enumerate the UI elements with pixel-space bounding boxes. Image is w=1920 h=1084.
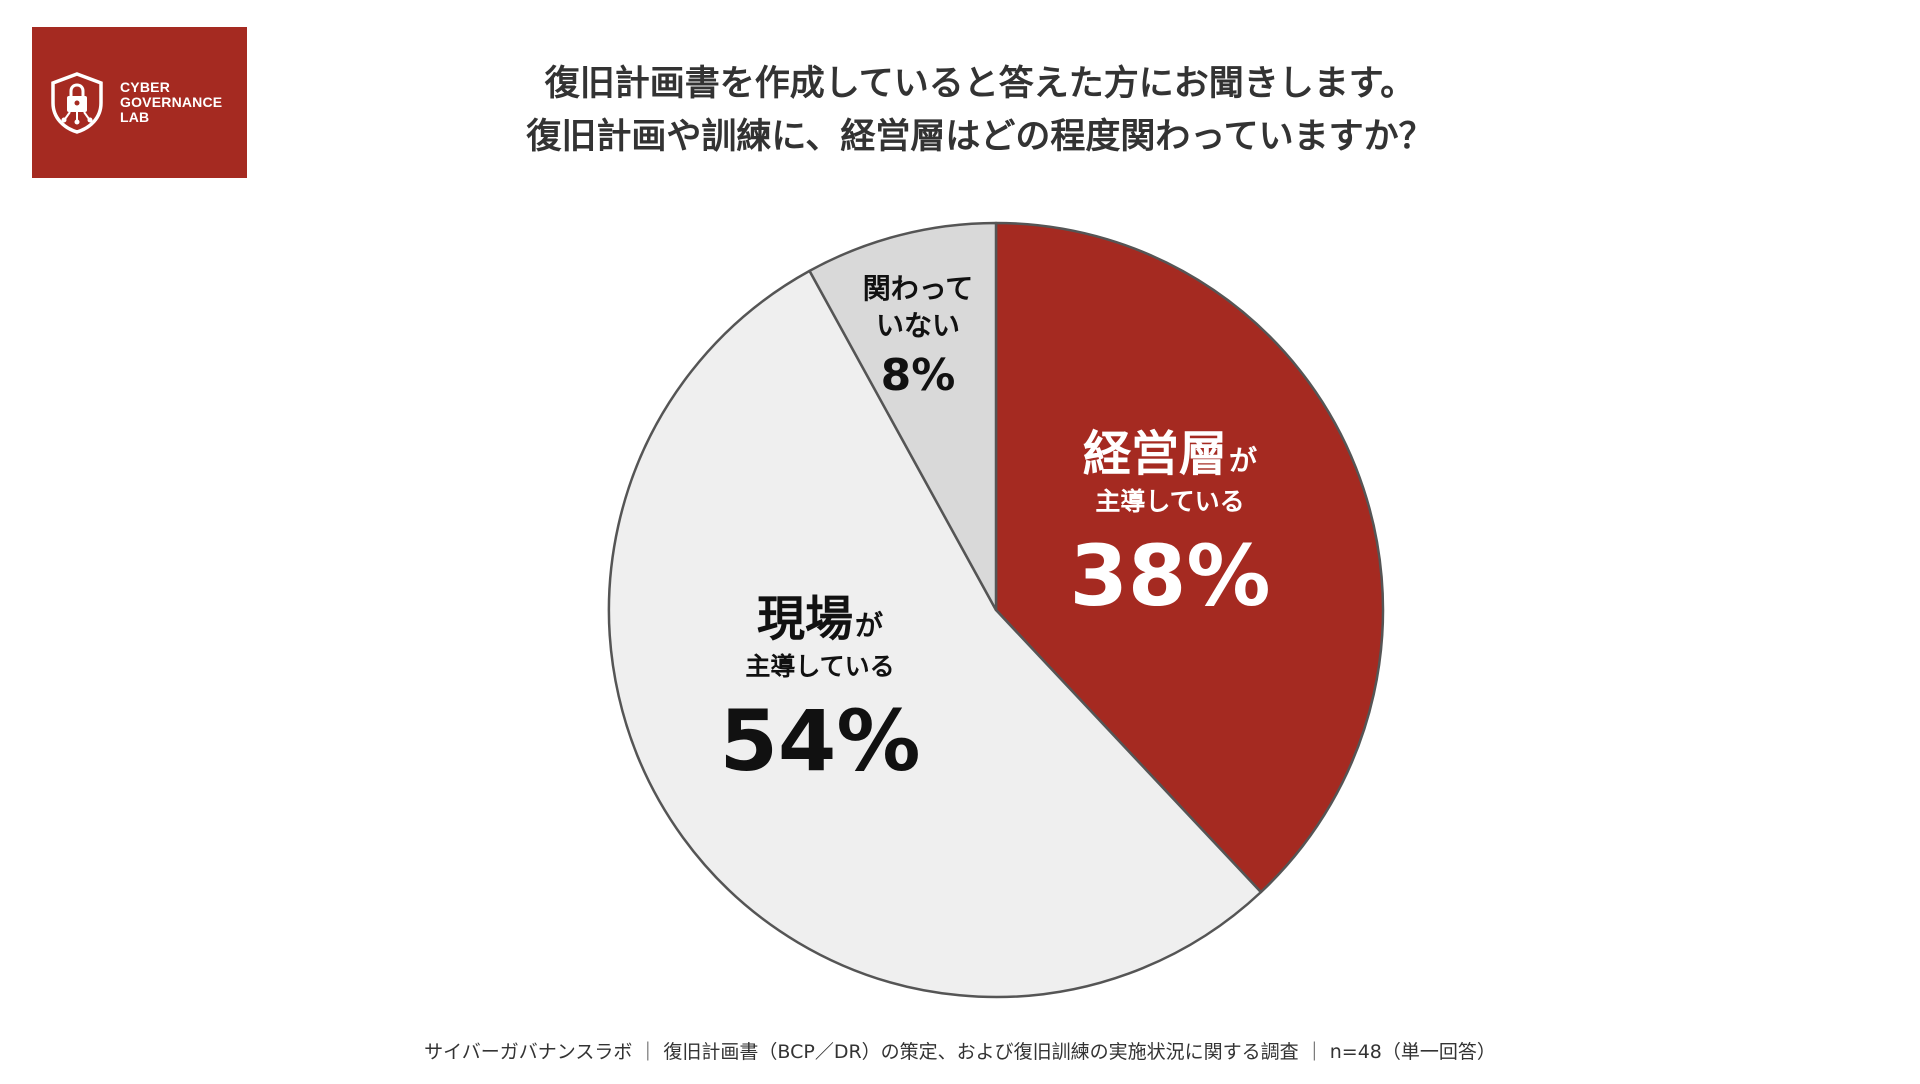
slice-label-sub-1: 主導している — [1095, 487, 1244, 516]
pie-slice-2 — [607, 269, 1263, 999]
footer-source: サイバーガバナンスラボ ｜ 復旧計画書（BCP／DR）の策定、および復旧訓練の実… — [424, 1041, 1496, 1063]
pie-slice-1 — [994, 221, 1385, 894]
slice-value-label-2: 54% — [719, 692, 920, 790]
brand-logo: CYBER GOVERNANCE LAB — [32, 27, 247, 178]
logo-line-2: GOVERNANCE — [120, 94, 223, 110]
logo-line-1: CYBER — [120, 79, 171, 95]
slice-label-sub-2: 主導している — [745, 652, 894, 681]
chart-title: 復旧計画書を作成していると答えた方にお聞きします。 復旧計画や訓練に、経営層はど… — [300, 58, 1660, 164]
title-line-1: 復旧計画書を作成していると答えた方にお聞きします。 — [544, 64, 1416, 104]
logo-text: CYBER GOVERNANCE LAB — [120, 80, 222, 125]
slice-label-main-3: 関わって — [863, 272, 974, 305]
shield-lock-icon — [51, 72, 103, 134]
slice-label-main-2: 現場が — [757, 591, 883, 647]
pie-slice-3 — [808, 221, 998, 612]
slice-label-sub-3: いない — [876, 309, 960, 342]
slice-label-main-1: 経営層が — [1083, 426, 1257, 482]
title-line-2: 復旧計画や訓練に、経営層はどの程度関わっていますか？ — [526, 117, 1434, 157]
logo-line-3: LAB — [120, 109, 150, 125]
slice-value-label-3: 8% — [881, 350, 956, 401]
slice-value-label-1: 38% — [1069, 527, 1270, 625]
